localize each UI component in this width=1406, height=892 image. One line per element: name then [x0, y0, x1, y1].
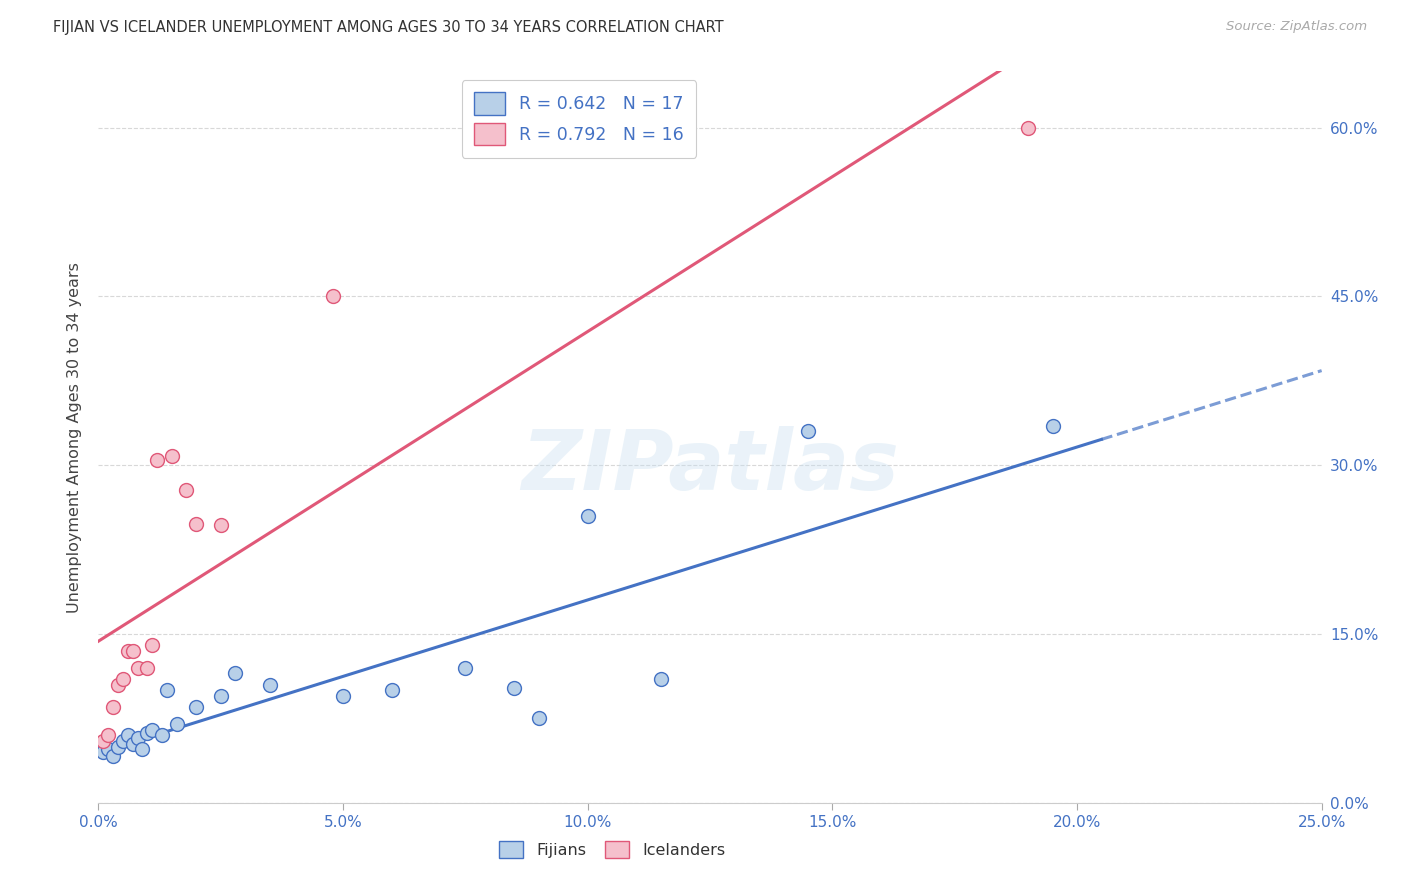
Point: [209, 689, 232, 703]
Point: [797, 425, 820, 439]
Point: [527, 711, 550, 725]
Point: [121, 737, 143, 751]
Text: FIJIAN VS ICELANDER UNEMPLOYMENT AMONG AGES 30 TO 34 YEARS CORRELATION CHART: FIJIAN VS ICELANDER UNEMPLOYMENT AMONG A…: [53, 20, 724, 35]
Point: [121, 644, 143, 658]
Point: [156, 683, 179, 698]
Point: [117, 728, 139, 742]
Point: [107, 678, 129, 692]
Point: [101, 748, 124, 763]
Point: [259, 678, 281, 692]
Point: [650, 672, 672, 686]
Point: [186, 700, 208, 714]
Text: ZIPatlas: ZIPatlas: [522, 425, 898, 507]
Point: [381, 683, 404, 698]
Point: [141, 723, 163, 737]
Point: [136, 661, 159, 675]
Point: [127, 731, 149, 745]
Point: [186, 516, 208, 531]
Point: [209, 517, 232, 532]
Point: [101, 700, 124, 714]
Point: [150, 728, 173, 742]
Point: [503, 681, 526, 695]
Legend: Fijians, Icelanders: Fijians, Icelanders: [494, 834, 731, 864]
Point: [141, 638, 163, 652]
Point: [224, 666, 246, 681]
Point: [576, 508, 599, 523]
Y-axis label: Unemployment Among Ages 30 to 34 years: Unemployment Among Ages 30 to 34 years: [66, 261, 82, 613]
Point: [97, 728, 120, 742]
Text: Source: ZipAtlas.com: Source: ZipAtlas.com: [1226, 20, 1367, 33]
Point: [176, 483, 198, 497]
Point: [332, 689, 354, 703]
Point: [111, 672, 134, 686]
Point: [97, 741, 120, 756]
Point: [91, 734, 114, 748]
Point: [91, 745, 114, 759]
Point: [131, 741, 153, 756]
Point: [322, 289, 344, 303]
Point: [160, 449, 183, 463]
Point: [166, 717, 188, 731]
Point: [146, 452, 169, 467]
Point: [117, 644, 139, 658]
Point: [127, 661, 149, 675]
Point: [136, 726, 159, 740]
Point: [1017, 120, 1039, 135]
Point: [111, 734, 134, 748]
Point: [1042, 418, 1064, 433]
Point: [454, 661, 477, 675]
Point: [107, 739, 129, 754]
